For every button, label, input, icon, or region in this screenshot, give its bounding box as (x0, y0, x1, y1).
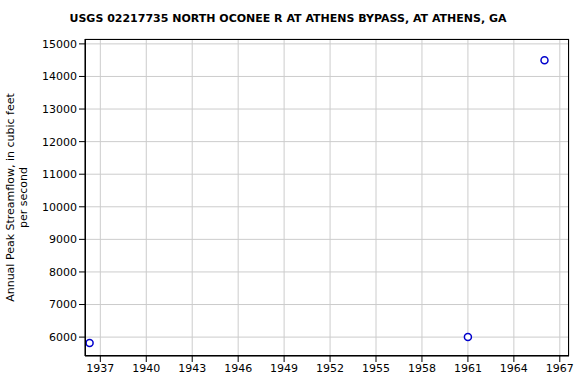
svg-text:10000: 10000 (42, 201, 77, 214)
html-text:USGS 02217735 NORTH OCONEE R A: USGS 02217735 NORTH OCONEE R AT ATHENS B… (69, 12, 507, 25)
svg-text:15000: 15000 (42, 38, 77, 51)
svg-text:1958: 1958 (408, 362, 436, 375)
svg-text:1949: 1949 (270, 362, 298, 375)
svg-text:Annual Peak Streamflow, in cub: Annual Peak Streamflow, in cubic feetper… (8, 92, 30, 301)
svg-text:13000: 13000 (42, 103, 77, 116)
svg-text:11000: 11000 (42, 168, 77, 181)
svg-text:1943: 1943 (178, 362, 206, 375)
svg-text:1961: 1961 (454, 362, 482, 375)
svg-text:1946: 1946 (224, 362, 252, 375)
svg-text:1940: 1940 (132, 362, 160, 375)
svg-text:6000: 6000 (49, 331, 77, 344)
svg-text:1964: 1964 (500, 362, 528, 375)
svg-text:8000: 8000 (49, 266, 77, 279)
svg-text:1967: 1967 (546, 362, 568, 375)
svg-text:1952: 1952 (316, 362, 344, 375)
svg-text:7000: 7000 (49, 298, 77, 311)
svg-text:14000: 14000 (42, 70, 77, 83)
svg-text:1955: 1955 (362, 362, 390, 375)
svg-text:1937: 1937 (86, 362, 114, 375)
svg-text:9000: 9000 (49, 233, 77, 246)
svg-text:12000: 12000 (42, 136, 77, 149)
